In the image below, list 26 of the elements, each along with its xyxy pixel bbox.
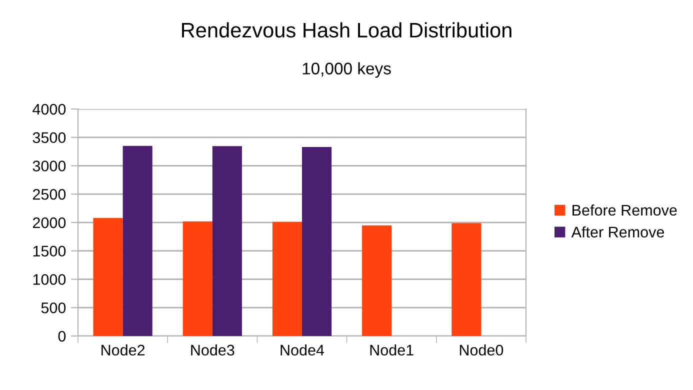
- y-tick-label: 3000: [32, 160, 66, 172]
- y-tick-label: 4000: [32, 104, 66, 115]
- bar: [362, 225, 392, 336]
- x-tick-label: Node4: [280, 344, 324, 356]
- bar: [93, 218, 123, 336]
- y-tick-label: 1500: [33, 246, 66, 257]
- y-tick-label: 3500: [32, 132, 66, 144]
- x-tick-label: Node3: [191, 344, 234, 356]
- x-tick-label: Node0: [460, 344, 504, 356]
- chart-title: Rendezvous Hash Load Distribution: [182, 22, 512, 38]
- y-tick-label: 2000: [32, 217, 66, 228]
- y-tick-label: 500: [41, 302, 66, 314]
- bar: [272, 222, 302, 336]
- legend-label: Before Remove: [572, 204, 677, 216]
- legend-label: After Remove: [571, 226, 664, 238]
- chart-subtitle: 10,000 keys: [302, 62, 391, 78]
- y-tick-label: 1000: [33, 274, 66, 285]
- bar: [212, 146, 242, 336]
- bar: [452, 223, 482, 336]
- bar: [122, 146, 152, 336]
- y-tick-label: 0: [58, 330, 66, 342]
- x-tick-label: Node2: [102, 344, 145, 356]
- bar: [182, 221, 212, 336]
- x-tick-label: Node1: [370, 344, 414, 356]
- y-tick-label: 2500: [32, 188, 66, 200]
- bar: [302, 147, 332, 336]
